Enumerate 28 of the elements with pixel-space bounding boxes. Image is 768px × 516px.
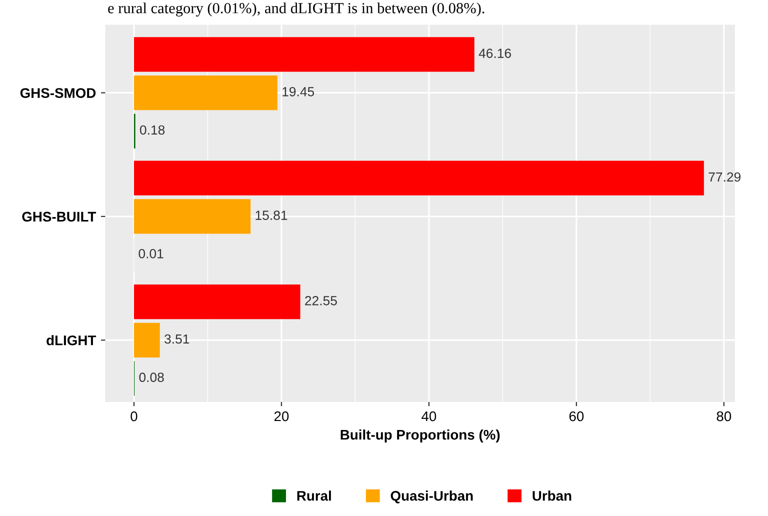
- x-tick-label: 20: [274, 411, 289, 422]
- legend-label: Quasi-Urban: [390, 490, 473, 504]
- x-tick-label: 60: [569, 411, 584, 422]
- data-label: 0.18: [140, 125, 165, 135]
- legend-label: Rural: [297, 490, 331, 501]
- bar: [134, 37, 474, 72]
- y-tick-label: GHS-SMOD: [20, 88, 96, 98]
- data-label: 19.45: [282, 86, 314, 96]
- bar: [134, 322, 160, 358]
- x-axis-title: Built-up Proportions (%): [340, 429, 500, 442]
- x-tick-label: 80: [716, 411, 732, 422]
- data-label: 77.29: [708, 172, 740, 182]
- data-label: 0.01: [138, 248, 164, 258]
- data-label: 15.81: [256, 210, 288, 220]
- data-label: 46.16: [478, 48, 511, 58]
- y-tick-label: dLIGHT: [46, 335, 96, 346]
- data-label: 0.08: [139, 372, 164, 382]
- y-tick-label: GHS-BUILT: [22, 212, 96, 222]
- bar: [134, 284, 300, 320]
- x-tick-label: 40: [422, 411, 436, 422]
- bar: [134, 75, 278, 110]
- data-label: 22.55: [305, 296, 337, 306]
- x-tick-label: 0: [130, 411, 138, 422]
- legend-label: Urban: [532, 490, 572, 501]
- text: e rural category (0.01%), and dLIGHT is in between (0.08%).: [108, 2, 484, 16]
- bar: [134, 199, 251, 234]
- bar: [134, 160, 704, 196]
- data-label: 3.51: [164, 334, 190, 344]
